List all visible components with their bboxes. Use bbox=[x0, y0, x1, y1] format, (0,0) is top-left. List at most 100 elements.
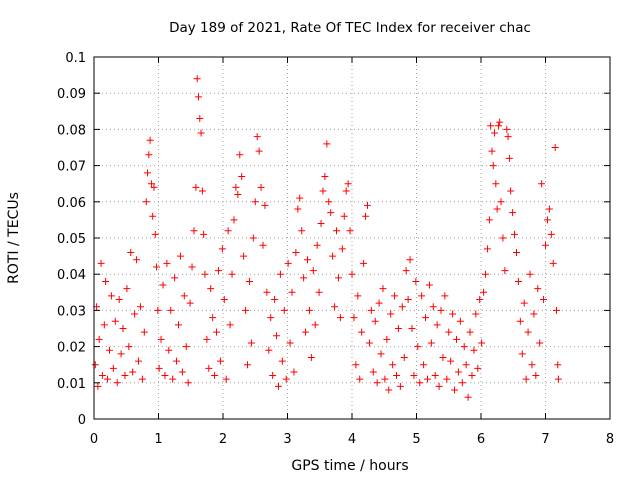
data-point bbox=[107, 292, 115, 300]
data-point bbox=[472, 310, 480, 318]
data-point bbox=[302, 328, 310, 336]
data-point bbox=[528, 361, 536, 369]
data-point bbox=[173, 357, 181, 365]
data-point bbox=[402, 267, 410, 275]
data-point bbox=[263, 288, 271, 296]
data-point bbox=[551, 144, 559, 151]
data-point bbox=[182, 343, 190, 351]
data-point bbox=[496, 118, 504, 126]
y-tick-label: 0.1 bbox=[65, 51, 86, 66]
data-point bbox=[540, 296, 548, 304]
data-point bbox=[280, 306, 288, 314]
data-point bbox=[538, 180, 546, 188]
data-point bbox=[197, 129, 205, 137]
data-point bbox=[362, 212, 370, 220]
data-point bbox=[454, 368, 462, 376]
data-point bbox=[176, 252, 184, 260]
data-point bbox=[441, 292, 449, 300]
data-point bbox=[100, 321, 108, 329]
data-point bbox=[151, 230, 159, 238]
data-point bbox=[396, 382, 404, 390]
data-point bbox=[305, 306, 313, 314]
data-point bbox=[146, 136, 154, 144]
data-point bbox=[437, 306, 445, 314]
data-point bbox=[336, 314, 344, 322]
data-point bbox=[121, 372, 129, 380]
data-point bbox=[445, 328, 453, 336]
data-point bbox=[543, 216, 551, 224]
data-point bbox=[95, 335, 103, 343]
data-point bbox=[412, 277, 420, 285]
data-point bbox=[410, 372, 418, 380]
data-point bbox=[381, 375, 389, 383]
data-point bbox=[549, 259, 557, 267]
data-point bbox=[431, 372, 439, 380]
data-point bbox=[526, 270, 534, 278]
data-point bbox=[360, 259, 368, 267]
data-point bbox=[497, 198, 505, 206]
data-point bbox=[383, 335, 391, 343]
data-point bbox=[205, 364, 213, 372]
data-point bbox=[145, 151, 153, 159]
x-tick-label: 0 bbox=[90, 432, 98, 447]
data-point bbox=[518, 350, 526, 358]
data-point bbox=[422, 314, 430, 322]
data-point bbox=[494, 122, 502, 130]
data-point bbox=[298, 227, 306, 235]
data-point bbox=[284, 259, 292, 267]
data-point bbox=[174, 321, 182, 329]
data-point bbox=[131, 310, 139, 318]
data-point bbox=[489, 162, 497, 170]
data-point bbox=[203, 335, 211, 343]
data-point bbox=[216, 357, 224, 365]
data-point bbox=[373, 379, 381, 387]
y-tick-label: 0.08 bbox=[57, 123, 86, 138]
data-point bbox=[363, 201, 371, 209]
data-point bbox=[220, 296, 228, 304]
data-point bbox=[142, 198, 150, 206]
data-point bbox=[288, 288, 296, 296]
data-point bbox=[522, 375, 530, 383]
data-point bbox=[400, 353, 408, 361]
data-point bbox=[286, 339, 294, 347]
y-tick-label: 0.05 bbox=[57, 232, 86, 247]
data-point bbox=[104, 375, 112, 383]
data-point bbox=[452, 335, 460, 343]
data-points bbox=[91, 75, 562, 401]
data-point bbox=[236, 151, 244, 159]
data-point bbox=[111, 317, 119, 325]
data-point bbox=[416, 379, 424, 387]
data-point bbox=[468, 372, 476, 380]
data-point bbox=[144, 169, 152, 177]
data-point bbox=[512, 248, 520, 256]
x-tick-label: 4 bbox=[348, 432, 356, 447]
data-point bbox=[265, 346, 273, 354]
data-point bbox=[509, 209, 517, 217]
data-point bbox=[127, 248, 135, 256]
data-point bbox=[492, 180, 500, 188]
x-tick-label: 5 bbox=[412, 432, 420, 447]
data-point bbox=[214, 267, 222, 275]
data-point bbox=[480, 288, 488, 296]
data-point bbox=[171, 274, 179, 282]
data-point bbox=[358, 328, 366, 336]
data-point bbox=[375, 299, 383, 307]
data-point bbox=[276, 270, 284, 278]
data-point bbox=[269, 372, 277, 380]
data-point bbox=[226, 321, 234, 329]
data-point bbox=[387, 310, 395, 318]
data-point bbox=[129, 368, 137, 376]
data-point bbox=[207, 285, 215, 293]
data-point bbox=[507, 187, 515, 195]
y-axis-label: ROTI / TECUs bbox=[6, 192, 22, 284]
data-point bbox=[344, 180, 352, 188]
data-point bbox=[460, 343, 468, 351]
data-point bbox=[311, 321, 319, 329]
data-point bbox=[159, 281, 167, 289]
data-point bbox=[391, 292, 399, 300]
data-point bbox=[414, 343, 422, 351]
data-point bbox=[150, 183, 158, 191]
data-point bbox=[554, 361, 562, 369]
data-point bbox=[240, 252, 248, 260]
